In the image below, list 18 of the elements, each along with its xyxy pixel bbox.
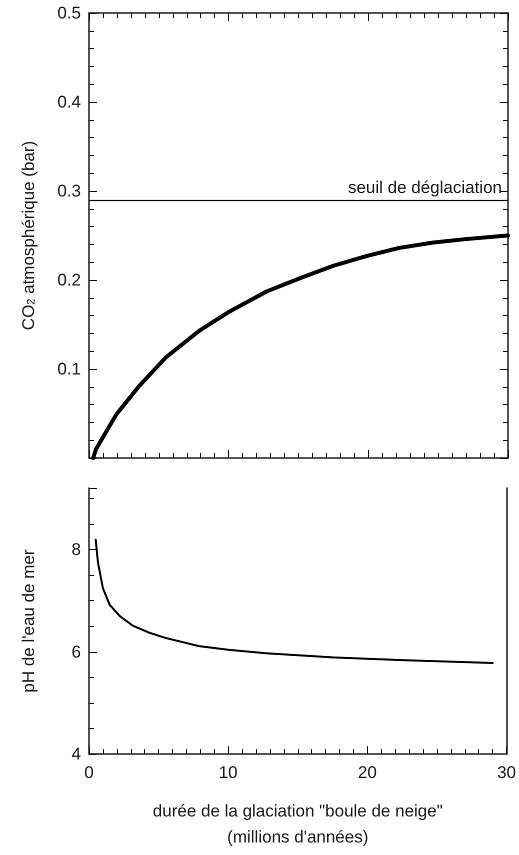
y-tick-label: 0.3 (57, 182, 81, 200)
x-tick-label: 0 (84, 763, 94, 782)
y-tick-label: 0.5 (57, 4, 81, 22)
x-tick-label: 10 (218, 763, 238, 782)
y-tick-label: 4 (72, 744, 81, 764)
y-tick-label: 0.4 (57, 92, 81, 112)
y-axis-title: pH de l'eau de mer (19, 549, 38, 693)
x-tick-label: 20 (358, 763, 377, 782)
y-axis-title: CO2 atmosphérique (bar) (19, 140, 38, 330)
y-tick-label: 6 (72, 642, 81, 662)
x-tick-label: 30 (497, 763, 516, 782)
line-series (94, 538, 494, 664)
x-axis-title: durée de la glaciation "boule de neige" (millions d'années) (152, 802, 443, 846)
y-tick-label: 0.2 (57, 270, 81, 290)
y-tick-label: 8 (72, 540, 81, 559)
ref-line-label: seuil de déglaciation (348, 178, 502, 197)
line-series (91, 234, 510, 460)
y-tick-label: 0.1 (57, 360, 81, 378)
